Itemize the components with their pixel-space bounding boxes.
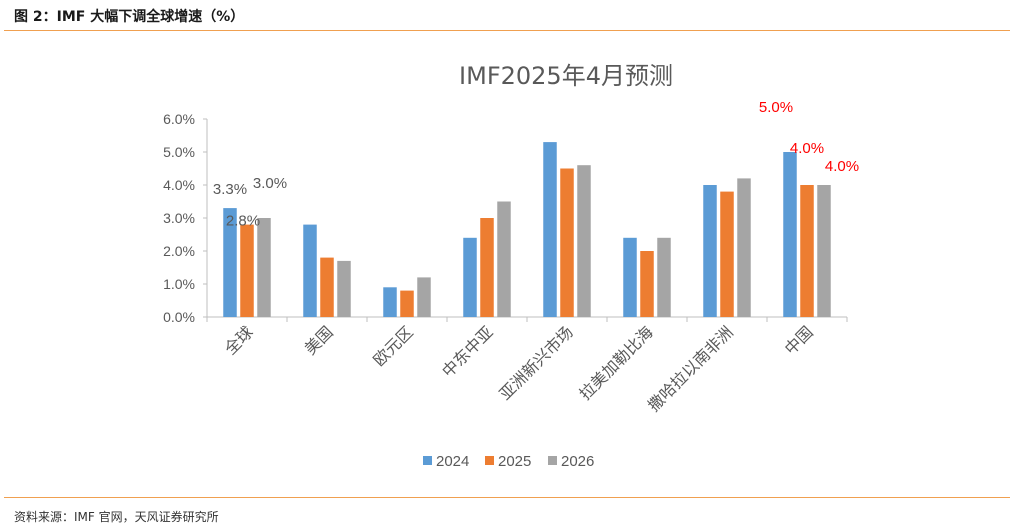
bar-2024 <box>223 208 237 317</box>
bar-2025 <box>240 224 254 317</box>
x-category-label: 全球 <box>221 322 257 358</box>
bar-chart: IMF2025年4月预测 0.0% 1.0% 2.0% 3.0% 4.0% 5.0% 6.0… <box>163 62 859 470</box>
bar-2025 <box>560 168 574 317</box>
bar-2024 <box>463 237 477 317</box>
legend-label-2024: 2024 <box>436 453 469 470</box>
bar-2024 <box>623 237 637 317</box>
x-category-label: 撒哈拉以南非洲 <box>644 322 737 415</box>
bar-2025 <box>320 257 334 317</box>
x-category-label: 亚洲新兴市场 <box>496 322 577 403</box>
source-note: 资料来源：IMF 官网，天风证券研究所 <box>14 510 219 524</box>
data-label: 5.0% <box>759 99 793 116</box>
bar-2026 <box>257 218 271 317</box>
legend-label-2025: 2025 <box>498 453 531 470</box>
top-divider <box>4 30 1010 31</box>
bar-2026 <box>417 277 431 317</box>
x-category-label: 欧元区 <box>369 322 416 369</box>
y-tick-label: 1.0% <box>163 276 195 292</box>
legend-swatch-2024 <box>423 456 432 465</box>
bar-2026 <box>337 260 351 317</box>
legend: 2024 2025 2026 <box>423 453 594 470</box>
bar-2024 <box>543 142 557 317</box>
bar-2025 <box>480 218 494 317</box>
y-tick-label: 0.0% <box>163 309 195 325</box>
data-label: 4.0% <box>790 140 824 157</box>
bottom-divider <box>4 497 1010 498</box>
bar-2026 <box>657 237 671 317</box>
bar-2024 <box>383 287 397 317</box>
x-category-label: 美国 <box>301 322 337 358</box>
x-category-label: 中国 <box>781 322 817 358</box>
bar-2025 <box>720 191 734 317</box>
bar-2026 <box>577 165 591 317</box>
bar-2025 <box>800 185 814 317</box>
data-label: 3.3% <box>213 181 247 198</box>
y-tick-label: 6.0% <box>163 111 195 127</box>
x-category-label: 中东中亚 <box>438 322 497 381</box>
bar-2026 <box>817 185 831 317</box>
bars <box>223 142 831 317</box>
bar-2026 <box>497 201 511 317</box>
y-tick-label: 2.0% <box>163 243 195 259</box>
bar-2025 <box>640 251 654 317</box>
y-tick-label: 5.0% <box>163 144 195 160</box>
data-label: 4.0% <box>825 158 859 175</box>
legend-swatch-2025 <box>485 456 494 465</box>
y-tick-label: 3.0% <box>163 210 195 226</box>
chart-title: IMF2025年4月预测 <box>459 62 673 90</box>
bar-2025 <box>400 290 414 317</box>
bar-2026 <box>737 178 751 317</box>
legend-swatch-2026 <box>548 456 557 465</box>
bar-2024 <box>703 185 717 317</box>
data-label: 2.8% <box>226 213 260 230</box>
y-tick-label: 4.0% <box>163 177 195 193</box>
data-label: 3.0% <box>253 175 287 192</box>
figure-title: 图 2：IMF 大幅下调全球增速（%） <box>14 9 245 25</box>
bar-2024 <box>303 224 317 317</box>
legend-label-2026: 2026 <box>561 453 594 470</box>
x-category-label: 拉美加勒比海 <box>576 322 657 403</box>
bar-2024 <box>783 152 797 317</box>
y-axis: 0.0% 1.0% 2.0% 3.0% 4.0% 5.0% 6.0% <box>163 111 208 325</box>
data-labels: 3.3% 2.8% 3.0% 5.0% 4.0%4.0% <box>213 99 859 230</box>
